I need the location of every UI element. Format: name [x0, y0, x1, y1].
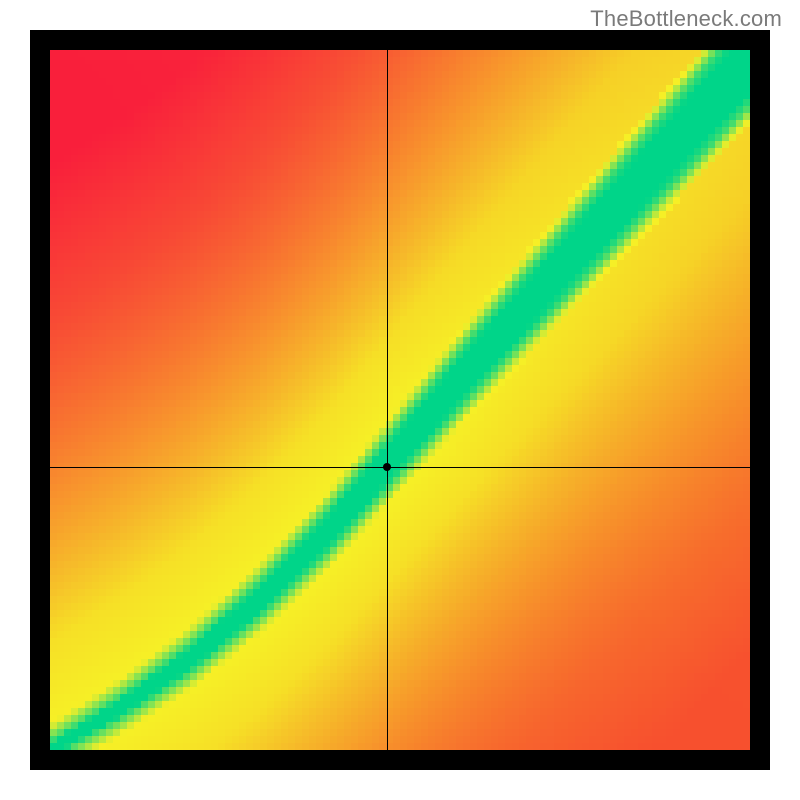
data-point-marker [383, 463, 391, 471]
watermark-text: TheBottleneck.com [590, 6, 782, 32]
plot-area [50, 50, 750, 750]
chart-container: TheBottleneck.com [0, 0, 800, 800]
heatmap-canvas [50, 50, 750, 750]
outer-frame [30, 30, 770, 770]
crosshair-horizontal [50, 467, 750, 468]
crosshair-vertical [387, 50, 388, 750]
